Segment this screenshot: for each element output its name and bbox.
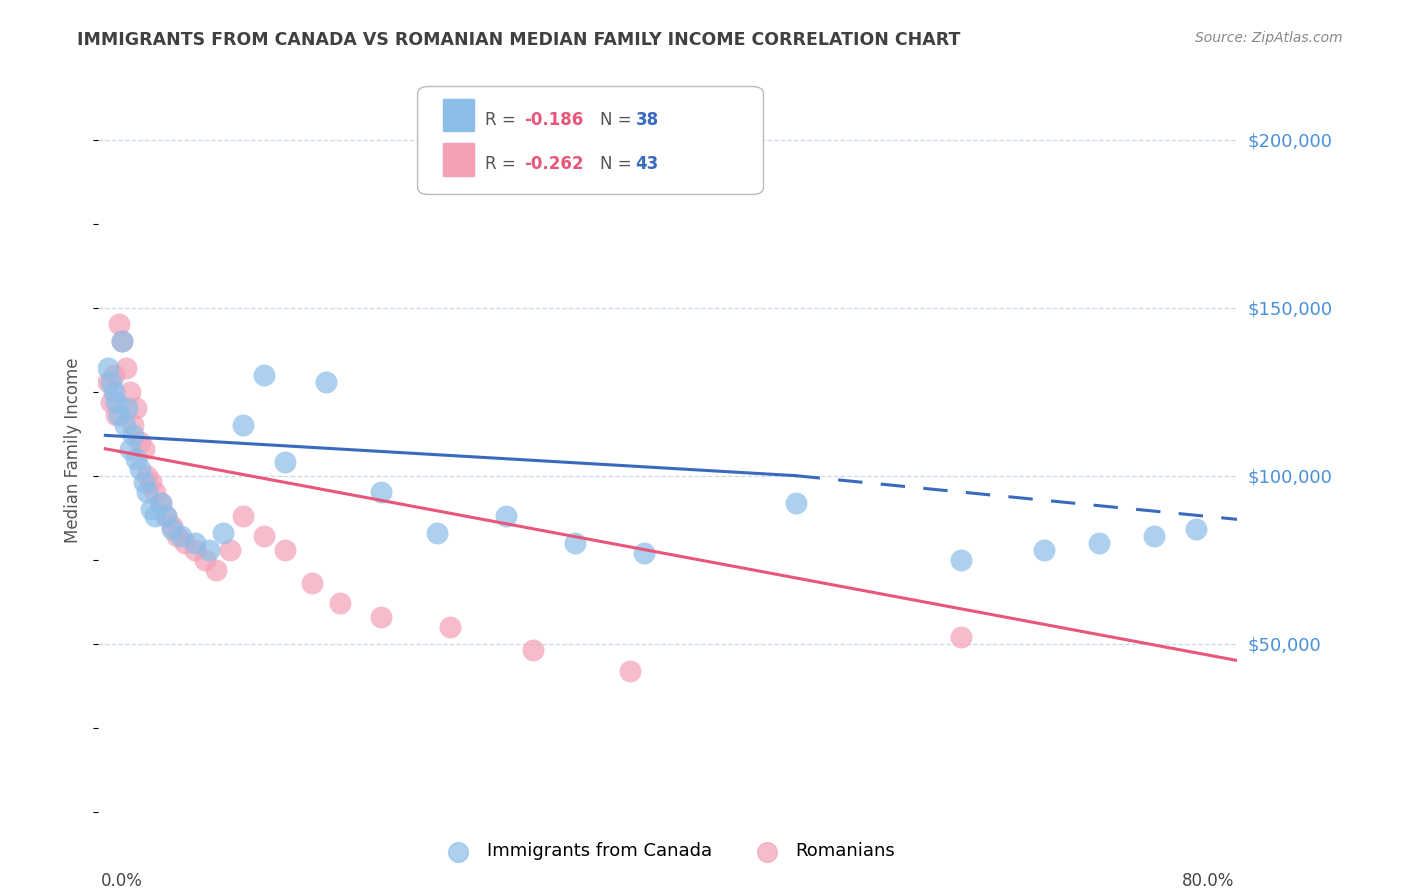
- Point: [155, 508, 177, 523]
- Point: [522, 643, 544, 657]
- Point: [170, 529, 193, 543]
- Text: Source: ZipAtlas.com: Source: ZipAtlas.com: [1195, 31, 1343, 45]
- Point: [301, 576, 323, 591]
- Text: -0.186: -0.186: [524, 111, 583, 128]
- Point: [166, 529, 188, 543]
- Point: [120, 384, 142, 399]
- Point: [370, 485, 392, 500]
- Point: [253, 368, 276, 382]
- Point: [114, 418, 136, 433]
- Point: [139, 475, 162, 490]
- Text: R =: R =: [485, 155, 522, 173]
- Point: [132, 475, 155, 490]
- Point: [184, 542, 207, 557]
- Point: [619, 664, 641, 678]
- Point: [1143, 529, 1166, 543]
- Point: [105, 394, 128, 409]
- Point: [128, 462, 150, 476]
- Point: [232, 418, 254, 433]
- Text: 80.0%: 80.0%: [1182, 872, 1234, 890]
- Point: [132, 442, 155, 456]
- Point: [135, 468, 157, 483]
- Point: [253, 529, 276, 543]
- Point: [564, 536, 586, 550]
- Point: [117, 401, 139, 416]
- Point: [1033, 542, 1056, 557]
- Point: [1088, 536, 1111, 550]
- Point: [160, 523, 183, 537]
- Text: 38: 38: [636, 111, 658, 128]
- Point: [370, 609, 392, 624]
- Point: [97, 361, 120, 376]
- Point: [97, 375, 120, 389]
- Point: [143, 508, 166, 523]
- Point: [128, 435, 150, 450]
- Point: [274, 455, 297, 469]
- Point: [139, 502, 162, 516]
- Point: [155, 508, 177, 523]
- Point: [149, 495, 172, 509]
- Text: IMMIGRANTS FROM CANADA VS ROMANIAN MEDIAN FAMILY INCOME CORRELATION CHART: IMMIGRANTS FROM CANADA VS ROMANIAN MEDIA…: [77, 31, 960, 49]
- Text: 43: 43: [636, 155, 659, 173]
- Point: [108, 408, 131, 422]
- Legend: Immigrants from Canada, Romanians: Immigrants from Canada, Romanians: [433, 835, 903, 868]
- Point: [103, 368, 125, 382]
- Y-axis label: Median Family Income: Median Family Income: [65, 358, 83, 543]
- Point: [143, 485, 166, 500]
- Point: [439, 620, 461, 634]
- Point: [204, 563, 226, 577]
- Text: N =: N =: [600, 155, 637, 173]
- Point: [108, 318, 131, 332]
- Text: -0.262: -0.262: [524, 155, 583, 173]
- Point: [1185, 523, 1208, 537]
- Point: [103, 384, 125, 399]
- Point: [125, 451, 148, 466]
- Point: [218, 542, 240, 557]
- Point: [426, 525, 449, 540]
- Point: [211, 525, 233, 540]
- Point: [160, 519, 183, 533]
- Point: [111, 334, 134, 349]
- Point: [122, 418, 145, 433]
- Text: 0.0%: 0.0%: [101, 872, 143, 890]
- Point: [315, 375, 337, 389]
- Point: [329, 596, 352, 610]
- Point: [633, 546, 655, 560]
- Text: N =: N =: [600, 111, 637, 128]
- Point: [125, 401, 148, 416]
- Point: [950, 630, 973, 644]
- Point: [232, 508, 254, 523]
- Point: [105, 408, 128, 422]
- Point: [950, 552, 973, 566]
- Point: [100, 375, 122, 389]
- Point: [149, 495, 172, 509]
- Point: [115, 361, 138, 376]
- Point: [174, 536, 197, 550]
- Point: [495, 508, 517, 523]
- Point: [120, 442, 142, 456]
- Text: R =: R =: [485, 111, 522, 128]
- Point: [194, 552, 217, 566]
- Point: [184, 536, 207, 550]
- Point: [135, 485, 157, 500]
- Point: [111, 334, 134, 349]
- Point: [100, 394, 122, 409]
- Point: [122, 428, 145, 442]
- Point: [274, 542, 297, 557]
- Point: [785, 495, 807, 509]
- Point: [198, 542, 221, 557]
